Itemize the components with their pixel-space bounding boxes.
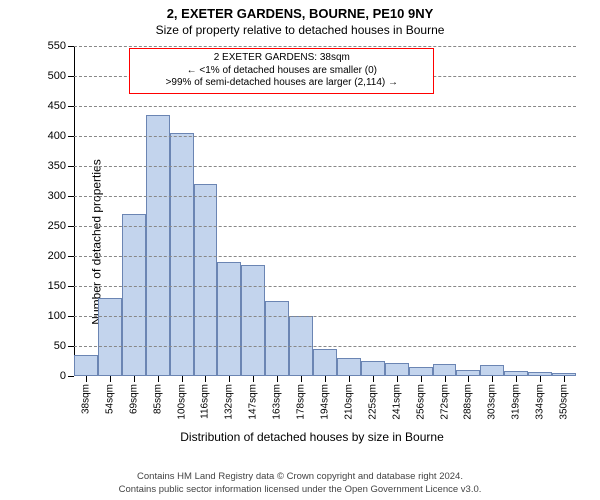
histogram-bar <box>313 349 337 376</box>
histogram-bar <box>337 358 361 376</box>
x-tick <box>158 376 159 382</box>
y-tick-label: 100 <box>48 310 74 322</box>
histogram-bar <box>385 363 409 376</box>
x-tick <box>134 376 135 382</box>
histogram-bar <box>409 367 433 376</box>
y-tick-label: 200 <box>48 250 74 262</box>
x-tick-label: 241sqm <box>391 384 402 420</box>
annotation-line: 2 EXETER GARDENS: 38sqm <box>136 52 427 65</box>
x-tick <box>445 376 446 382</box>
attribution-footer: Contains HM Land Registry data © Crown c… <box>0 471 600 496</box>
x-tick-label: 350sqm <box>559 384 570 420</box>
annotation-line: ← <1% of detached houses are smaller (0) <box>136 65 427 78</box>
x-tick <box>277 376 278 382</box>
y-tick-label: 250 <box>48 220 74 232</box>
x-tick <box>205 376 206 382</box>
chart-area: 05010015020025030035040045050055038sqm54… <box>74 46 576 376</box>
x-tick-label: 69sqm <box>128 384 139 414</box>
x-tick-label: 256sqm <box>415 384 426 420</box>
x-tick-label: 116sqm <box>200 384 211 419</box>
x-tick-label: 163sqm <box>272 384 283 420</box>
x-tick-label: 38sqm <box>80 384 91 414</box>
x-tick <box>468 376 469 382</box>
x-tick-label: 178sqm <box>296 384 307 420</box>
x-tick-label: 194sqm <box>320 384 331 420</box>
x-tick <box>182 376 183 382</box>
histogram-bar <box>170 133 194 376</box>
x-tick-label: 54sqm <box>104 384 115 414</box>
x-tick <box>229 376 230 382</box>
y-tick-label: 450 <box>48 100 74 112</box>
y-tick-label: 50 <box>54 340 74 352</box>
histogram-bar <box>480 365 504 376</box>
y-tick-label: 400 <box>48 130 74 142</box>
gridline <box>74 46 576 47</box>
histogram-bar <box>217 262 241 376</box>
annotation-line: >99% of semi-detached houses are larger … <box>136 77 427 90</box>
gridline <box>74 316 576 317</box>
gridline <box>74 196 576 197</box>
x-tick <box>421 376 422 382</box>
x-axis-label: Distribution of detached houses by size … <box>36 430 588 444</box>
x-tick <box>325 376 326 382</box>
gridline <box>74 136 576 137</box>
x-tick-label: 334sqm <box>535 384 546 420</box>
y-tick-label: 550 <box>48 40 74 52</box>
x-tick <box>564 376 565 382</box>
histogram-bar <box>361 361 385 376</box>
histogram-bar <box>74 355 98 376</box>
bars-layer <box>74 46 576 376</box>
gridline <box>74 346 576 347</box>
x-tick-label: 319sqm <box>511 384 522 420</box>
plot-wrap: Number of detached properties 0501001502… <box>36 42 588 442</box>
annotation-box: 2 EXETER GARDENS: 38sqm← <1% of detached… <box>129 48 434 94</box>
x-tick-label: 132sqm <box>224 384 235 420</box>
x-tick-label: 272sqm <box>439 384 450 420</box>
x-tick <box>86 376 87 382</box>
x-tick-label: 225sqm <box>367 384 378 420</box>
histogram-bar <box>265 301 289 376</box>
footer-line1: Contains HM Land Registry data © Crown c… <box>0 471 600 483</box>
gridline <box>74 226 576 227</box>
x-tick <box>540 376 541 382</box>
y-tick-label: 500 <box>48 70 74 82</box>
page-container: 2, EXETER GARDENS, BOURNE, PE10 9NY Size… <box>0 0 600 500</box>
x-tick-label: 100sqm <box>176 384 187 420</box>
histogram-bar <box>146 115 170 376</box>
histogram-bar <box>241 265 265 376</box>
y-tick-label: 300 <box>48 190 74 202</box>
x-tick-label: 210sqm <box>343 384 354 420</box>
gridline <box>74 166 576 167</box>
x-tick-label: 85sqm <box>152 384 163 414</box>
x-tick-label: 303sqm <box>487 384 498 420</box>
page-title: 2, EXETER GARDENS, BOURNE, PE10 9NY <box>0 0 600 21</box>
x-tick-label: 288sqm <box>463 384 474 420</box>
x-tick <box>516 376 517 382</box>
y-tick-label: 150 <box>48 280 74 292</box>
page-subtitle: Size of property relative to detached ho… <box>0 21 600 37</box>
histogram-bar <box>433 364 457 376</box>
gridline <box>74 286 576 287</box>
footer-line2: Contains public sector information licen… <box>0 484 600 496</box>
y-tick-label: 350 <box>48 160 74 172</box>
x-tick-label: 147sqm <box>248 384 259 420</box>
histogram-bar <box>194 184 218 376</box>
histogram-bar <box>122 214 146 376</box>
x-tick <box>397 376 398 382</box>
x-tick <box>253 376 254 382</box>
x-tick <box>110 376 111 382</box>
x-tick <box>301 376 302 382</box>
gridline <box>74 106 576 107</box>
gridline <box>74 256 576 257</box>
y-tick-label: 0 <box>60 370 74 382</box>
x-tick <box>492 376 493 382</box>
histogram-bar <box>98 298 122 376</box>
x-tick <box>373 376 374 382</box>
x-tick <box>349 376 350 382</box>
